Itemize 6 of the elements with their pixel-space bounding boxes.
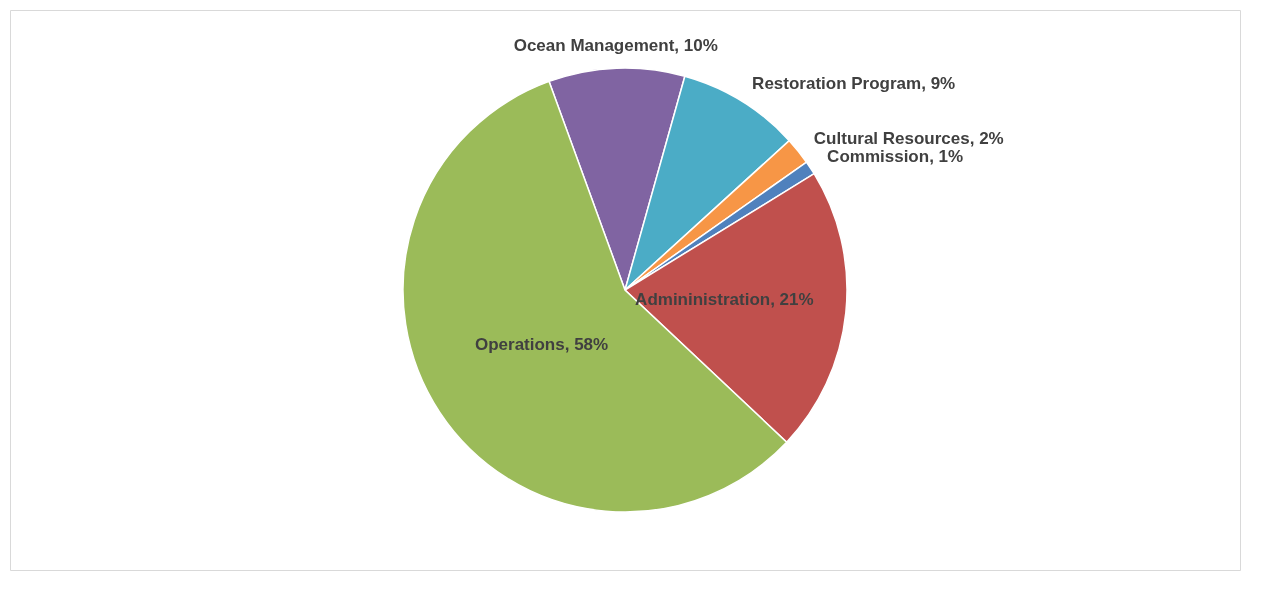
- slice-label: Operations, 58%: [474, 334, 609, 354]
- slice-label: Restoration Program, 9%: [752, 74, 956, 94]
- slice-label: Cultural Resources, 2%: [813, 128, 1004, 148]
- slice-label: Ocean Management, 10%: [513, 36, 718, 56]
- slice-label: Admininistration, 21%: [635, 290, 814, 310]
- slice-label: Commission, 1%: [827, 146, 964, 166]
